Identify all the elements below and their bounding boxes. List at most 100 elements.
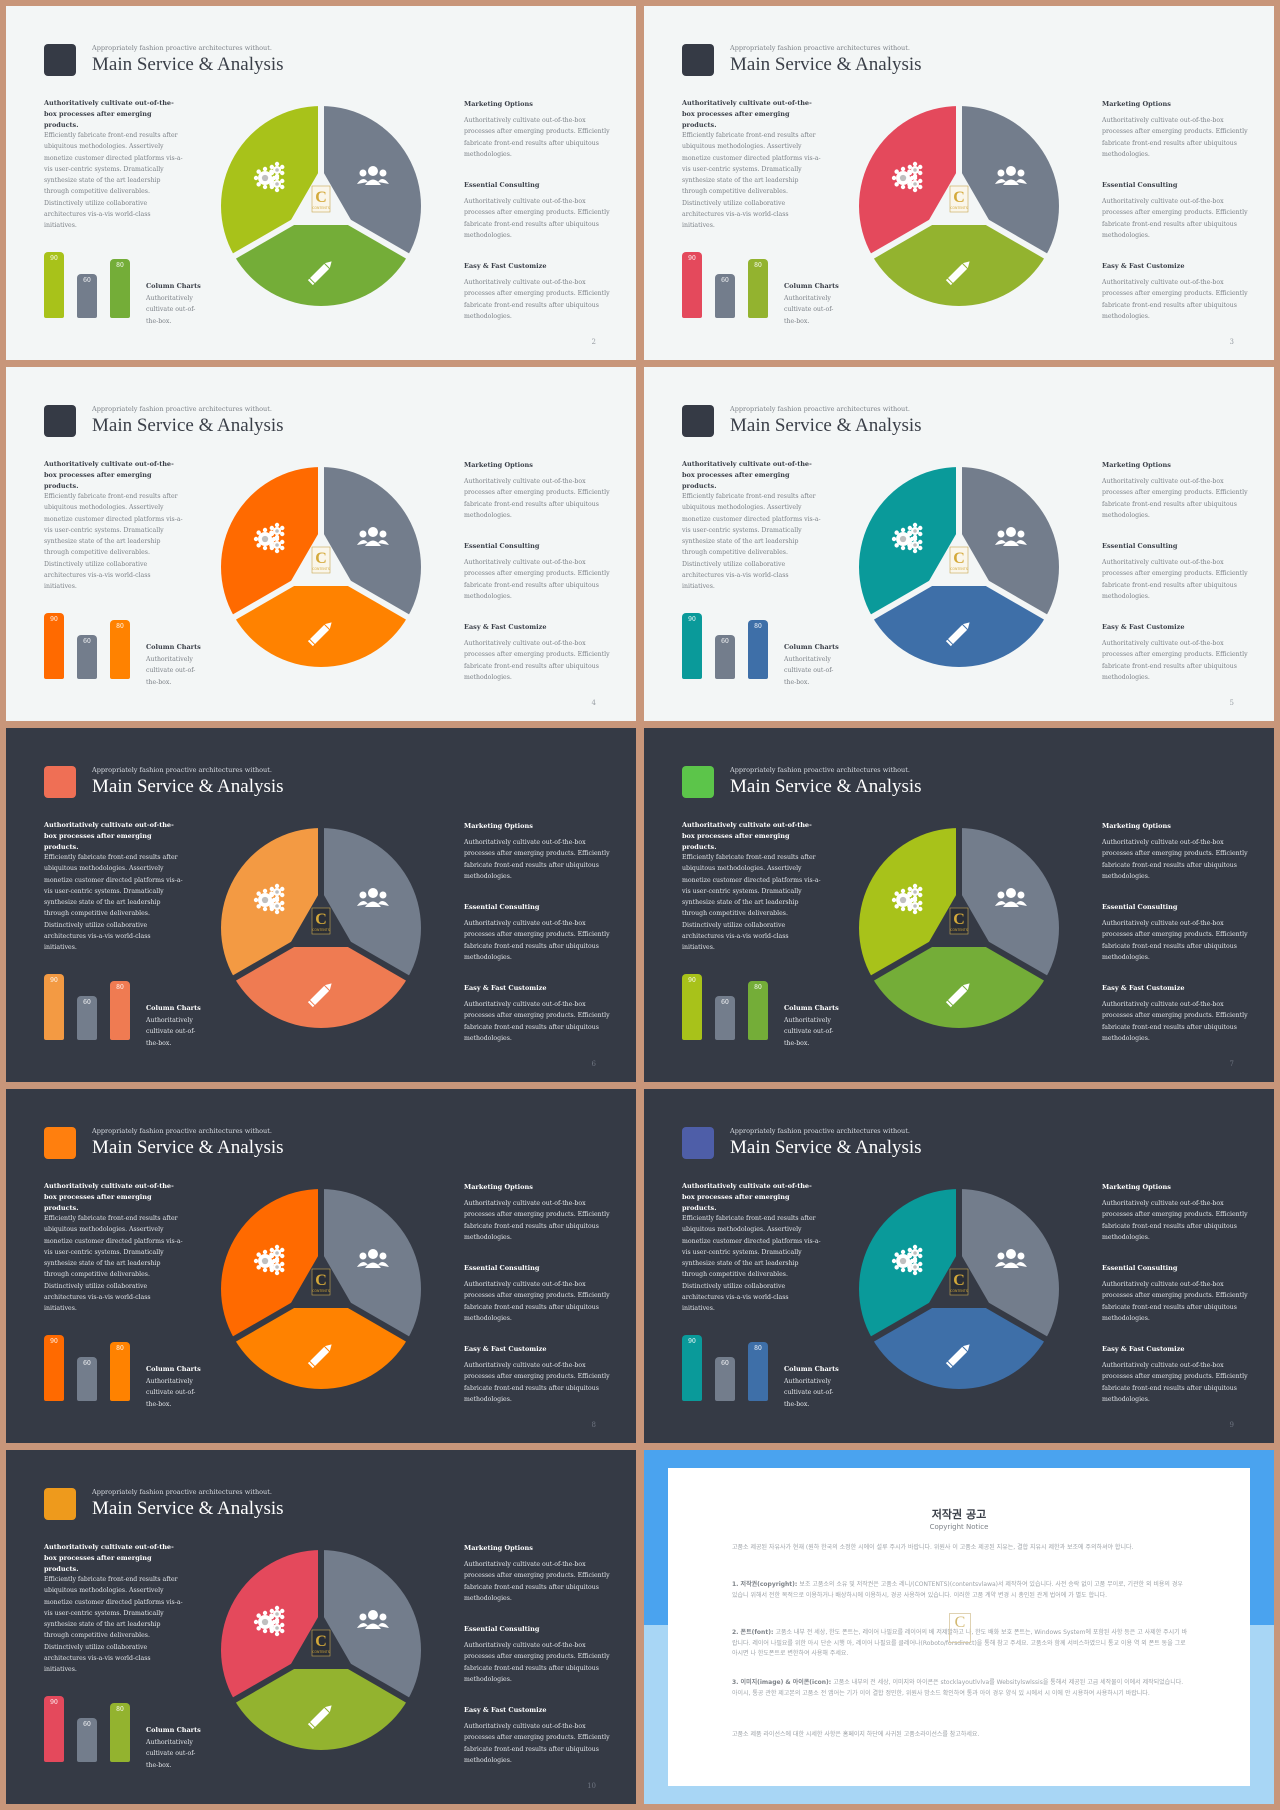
logo-text: CONTENTS <box>312 206 329 210</box>
option-desc: Authoritatively cultivate out-of-the-box… <box>1102 640 1248 681</box>
logo-text: CONTENTS <box>312 1289 329 1293</box>
column-bar: 90 <box>682 1335 702 1401</box>
gears-icon <box>891 883 923 915</box>
slide-kicker: Appropriately fashion proactive architec… <box>730 1127 910 1135</box>
column-chart-title: Column Charts <box>146 1004 201 1012</box>
logo-text: CONTENTS <box>950 1289 967 1293</box>
column-bar-value: 80 <box>116 623 124 631</box>
column-bar: 90 <box>44 1696 64 1762</box>
column-bar-value: 80 <box>116 262 124 270</box>
column-chart-desc: Authoritatively cultivate out-of-the-box… <box>784 1378 834 1408</box>
people-icon <box>994 527 1027 546</box>
option-desc: Authoritatively cultivate out-of-the-box… <box>464 117 610 158</box>
column-bar: 60 <box>715 274 735 318</box>
copyright-paragraph: 고품소 제공된 자유사가 현재 (원하 한국의 소정한 시에이 설루 주시가 바… <box>732 1543 1188 1554</box>
copyright-paragraph: 고품소 제품 라이선스에 대한 시세한 사항은 홈페이지 하단에 사귀된 고품소… <box>732 1730 1188 1741</box>
slide-10: Appropriately fashion proactive architec… <box>6 1450 636 1804</box>
people-icon <box>356 166 389 185</box>
title-square <box>44 1488 76 1520</box>
copyright-title: 저작권 공고 <box>931 1508 987 1521</box>
pencil-icon <box>307 1344 332 1369</box>
column-bar-value: 90 <box>50 616 58 623</box>
slide-4: Appropriately fashion proactive architec… <box>6 367 636 721</box>
option-desc: Authoritatively cultivate out-of-the-box… <box>1102 920 1248 961</box>
column-bar-value: 60 <box>721 999 729 1006</box>
slide-kicker: Appropriately fashion proactive architec… <box>92 1127 272 1135</box>
column-bar: 90 <box>44 252 64 318</box>
option-desc: Authoritatively cultivate out-of-the-box… <box>1102 279 1248 320</box>
copyright-paragraph-heading: 1. 저작권(copyright): <box>732 1581 800 1588</box>
option-title: Easy & Fast Customize <box>1102 984 1185 992</box>
option-desc: Authoritatively cultivate out-of-the-box… <box>1102 559 1248 600</box>
intro-heading: Authoritatively cultivate out-of-the-box… <box>44 460 174 490</box>
pencil-icon <box>945 261 970 286</box>
column-bar: 80 <box>110 981 130 1040</box>
slide-title: Main Service & Analysis <box>92 415 284 436</box>
column-bar: 60 <box>77 274 97 318</box>
option-desc: Authoritatively cultivate out-of-the-box… <box>464 1362 610 1403</box>
option-desc: Authoritatively cultivate out-of-the-box… <box>464 1281 610 1322</box>
people-icon <box>356 1610 389 1629</box>
option-title: Essential Consulting <box>1102 903 1178 911</box>
intro-heading: Authoritatively cultivate out-of-the-box… <box>682 460 812 490</box>
logo-letter: C <box>315 911 327 928</box>
copyright-paragraph-text: 고품소 제품 라이선스에 대한 시세한 사항은 홈페이지 하단에 사귀된 고품소… <box>732 1731 980 1738</box>
column-bar-value: 60 <box>83 277 91 284</box>
option-desc: Authoritatively cultivate out-of-the-box… <box>464 839 610 880</box>
column-bar-value: 90 <box>688 255 696 262</box>
gears-icon <box>253 1244 285 1276</box>
gears-icon <box>253 883 285 915</box>
intro-body: Efficiently fabricate front-end results … <box>682 1215 821 1313</box>
logo-letter: C <box>315 189 327 206</box>
slide-kicker: Appropriately fashion proactive architec… <box>730 766 910 774</box>
option-title: Easy & Fast Customize <box>464 623 547 631</box>
slide-kicker: Appropriately fashion proactive architec… <box>730 44 910 52</box>
option-title: Marketing Options <box>464 1544 533 1552</box>
page-number: 4 <box>591 699 596 707</box>
option-title: Marketing Options <box>1102 822 1171 830</box>
copyright-paragraph-text: 고품소 내부 전 세상, 한도 폰트는, 레이어 나필요를 레이어의 베 저제발… <box>732 1629 1188 1657</box>
logo-text: CONTENTS <box>950 928 967 932</box>
option-title: Essential Consulting <box>464 1264 540 1272</box>
option-title: Essential Consulting <box>464 1625 540 1633</box>
option-title: Essential Consulting <box>464 542 540 550</box>
column-bar: 80 <box>748 259 768 318</box>
people-icon <box>356 527 389 546</box>
people-icon <box>994 166 1027 185</box>
slide-kicker: Appropriately fashion proactive architec… <box>92 405 272 413</box>
column-bar: 80 <box>110 620 130 679</box>
page-number: 7 <box>1229 1060 1234 1068</box>
slide-title: Main Service & Analysis <box>730 415 922 436</box>
option-desc: Authoritatively cultivate out-of-the-box… <box>464 1200 610 1241</box>
logo-text: CONTENTS <box>312 1650 329 1654</box>
intro-body: Efficiently fabricate front-end results … <box>682 854 821 952</box>
pencil-icon <box>307 1705 332 1730</box>
slide-9: Appropriately fashion proactive architec… <box>644 1089 1274 1443</box>
slide-title: Main Service & Analysis <box>730 1137 922 1158</box>
title-square <box>682 766 714 798</box>
intro-body: Efficiently fabricate front-end results … <box>682 493 821 591</box>
option-desc: Authoritatively cultivate out-of-the-box… <box>1102 117 1248 158</box>
column-bar: 60 <box>715 996 735 1040</box>
column-bar: 80 <box>110 1703 130 1762</box>
title-square <box>44 44 76 76</box>
column-chart-desc: Authoritatively cultivate out-of-the-box… <box>146 295 196 325</box>
column-bar: 90 <box>44 974 64 1040</box>
copyright-paragraph: 3. 이미지(image) & 아이콘(icon): 고품소 내부의 전 세상,… <box>732 1678 1188 1699</box>
column-chart: 90 60 80 <box>44 236 144 318</box>
logo-letter: C <box>953 189 965 206</box>
slide-kicker: Appropriately fashion proactive architec… <box>92 1488 272 1496</box>
logo-letter: C <box>315 1272 327 1289</box>
title-square <box>682 405 714 437</box>
intro-body: Efficiently fabricate front-end results … <box>44 493 183 591</box>
